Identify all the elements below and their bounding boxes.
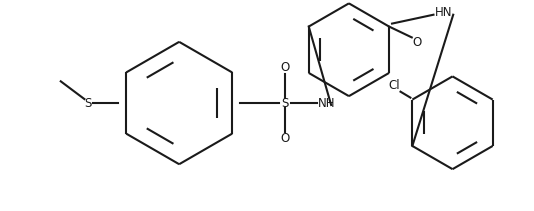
Text: Cl: Cl xyxy=(389,79,400,92)
Text: NH: NH xyxy=(317,97,335,110)
Text: S: S xyxy=(281,97,288,110)
Text: O: O xyxy=(280,132,289,145)
Text: O: O xyxy=(412,36,421,49)
Text: HN: HN xyxy=(435,6,452,19)
Text: O: O xyxy=(280,61,289,74)
Text: S: S xyxy=(85,97,92,110)
